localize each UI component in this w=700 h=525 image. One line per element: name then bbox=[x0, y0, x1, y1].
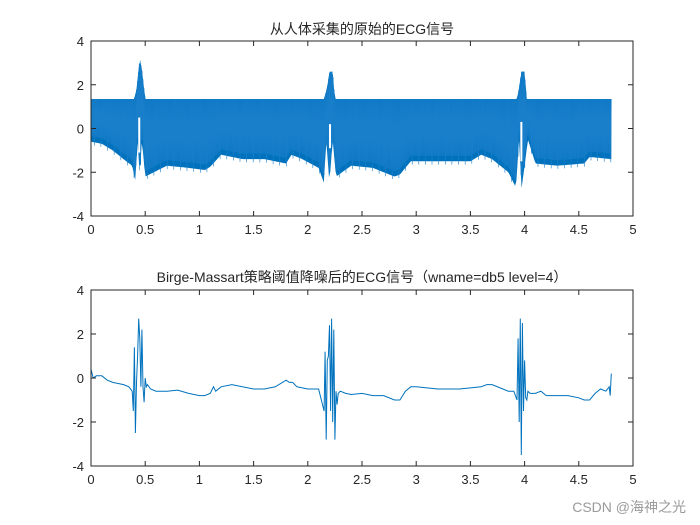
x-tick-label: 2 bbox=[304, 222, 311, 237]
x-tick-label: 3 bbox=[413, 472, 420, 487]
x-tick-label: 2.5 bbox=[353, 222, 371, 237]
x-tick-label: 1 bbox=[196, 472, 203, 487]
bottom-axes-box bbox=[90, 289, 634, 467]
y-tick-label: -2 bbox=[72, 165, 84, 180]
watermark: CSDN @海神之光 bbox=[572, 499, 686, 515]
y-tick-label: -4 bbox=[72, 209, 84, 224]
x-tick-label: 1.5 bbox=[245, 472, 263, 487]
y-tick-label: -2 bbox=[72, 415, 84, 430]
x-tick-label: 0 bbox=[87, 472, 94, 487]
y-tick-label: 0 bbox=[77, 371, 84, 386]
x-tick-label: 5 bbox=[629, 222, 636, 237]
x-tick-label: 1.5 bbox=[245, 222, 263, 237]
x-tick-label: 0.5 bbox=[136, 222, 154, 237]
y-tick-label: 4 bbox=[77, 283, 84, 298]
x-tick-label: 1 bbox=[196, 222, 203, 237]
bottom-axes: 0 0.5 1 1.5 2 2.5 3 3.5 4 4.5 5 -4 -2 0 2 4 bbox=[72, 283, 636, 487]
x-tick-label: 3.5 bbox=[461, 472, 479, 487]
top-chart-title: 从人体采集的原始的ECG信号 bbox=[269, 21, 455, 37]
bottom-chart-title: Birge-Massart策略阈值降噪后的ECG信号（wname=db5 lev… bbox=[156, 269, 568, 285]
x-tick-label: 0 bbox=[87, 222, 94, 237]
x-tick-label: 0.5 bbox=[136, 472, 154, 487]
y-tick-label: 2 bbox=[77, 327, 84, 342]
x-tick-label: 4.5 bbox=[570, 222, 588, 237]
x-tick-label: 3 bbox=[413, 222, 420, 237]
top-axes: 0 0.5 1 1.5 2 2.5 3 3.5 4 4.5 5 -4 -2 0 2 4 bbox=[72, 34, 636, 237]
x-tick-label: 4 bbox=[521, 222, 528, 237]
x-tick-label: 3.5 bbox=[461, 222, 479, 237]
top-series bbox=[91, 60, 612, 189]
y-tick-label: -4 bbox=[72, 459, 84, 474]
x-tick-label: 2 bbox=[304, 472, 311, 487]
x-tick-label: 4.5 bbox=[570, 472, 588, 487]
y-tick-label: 2 bbox=[77, 78, 84, 93]
bottom-series bbox=[91, 318, 612, 456]
y-tick-label: 0 bbox=[77, 122, 84, 137]
x-tick-label: 4 bbox=[521, 472, 528, 487]
y-tick-label: 4 bbox=[77, 34, 84, 49]
x-tick-label: 5 bbox=[629, 472, 636, 487]
x-tick-label: 2.5 bbox=[353, 472, 371, 487]
